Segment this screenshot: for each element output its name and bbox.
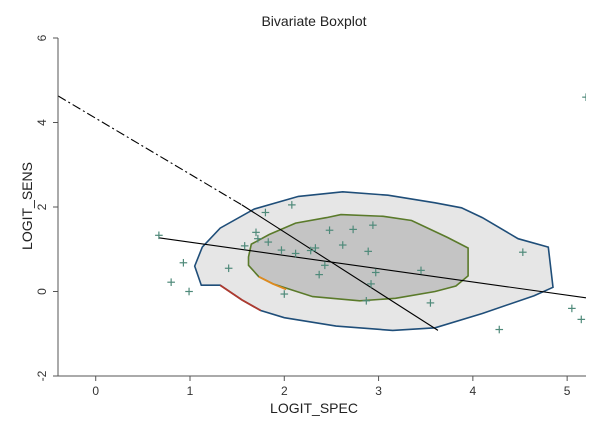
plot-layer: 0 1 2 3 4 5 -2 0 2 4 6 [35, 34, 586, 398]
data-point [155, 231, 163, 240]
data-point [495, 325, 504, 334]
data-point [362, 296, 371, 305]
y-tick-label: 4 [35, 119, 49, 126]
x-tick-label: 3 [375, 384, 382, 398]
regression-line-x-on-y [241, 204, 439, 331]
data-point [280, 290, 289, 298]
data-point [349, 225, 357, 234]
x-tick-label: 0 [92, 384, 99, 398]
regression-line-y-on-x [158, 237, 586, 299]
data-point [306, 246, 315, 255]
data-point [338, 241, 347, 249]
data-point [568, 304, 576, 313]
data-point [261, 208, 270, 217]
x-tick-label: 4 [470, 384, 477, 398]
y-tick-label: 6 [35, 34, 49, 41]
data-point [254, 234, 262, 243]
x-tick-label: 1 [187, 384, 194, 398]
data-point [264, 238, 273, 246]
y-tick-label: -2 [35, 370, 49, 381]
data-point [167, 278, 175, 287]
data-point [315, 270, 323, 279]
data-point [288, 201, 296, 209]
plot-content [58, 93, 586, 334]
data-point [325, 226, 334, 235]
data-point [240, 242, 249, 250]
data-point [311, 244, 320, 252]
data-point [179, 258, 188, 267]
data-point [582, 93, 586, 101]
data-point [519, 248, 527, 257]
data-point [426, 299, 435, 307]
data-point [291, 249, 300, 258]
data-point [417, 266, 425, 275]
data-point [185, 287, 193, 296]
data-point [224, 264, 233, 273]
data-point [364, 247, 372, 256]
chart-title: Bivariate Boxplot [261, 13, 366, 29]
x-tick-label: 2 [281, 384, 288, 398]
data-point [577, 315, 586, 324]
data-point [371, 268, 380, 277]
x-tick-label: 5 [564, 384, 571, 398]
fence-red-segment [219, 284, 262, 312]
data-point [369, 221, 377, 229]
regression-line-x-on-y-extension [58, 95, 243, 206]
data-point [321, 261, 329, 270]
data-point [367, 280, 375, 288]
hinge-orange-segment [258, 275, 287, 291]
y-tick-label: 2 [35, 203, 49, 210]
data-point [277, 246, 286, 254]
y-tick-label: 0 [35, 288, 49, 295]
y-axis-label: LOGIT_SENS [19, 162, 35, 250]
data-point [252, 228, 260, 237]
x-axis-label: LOGIT_SPEC [270, 400, 358, 416]
